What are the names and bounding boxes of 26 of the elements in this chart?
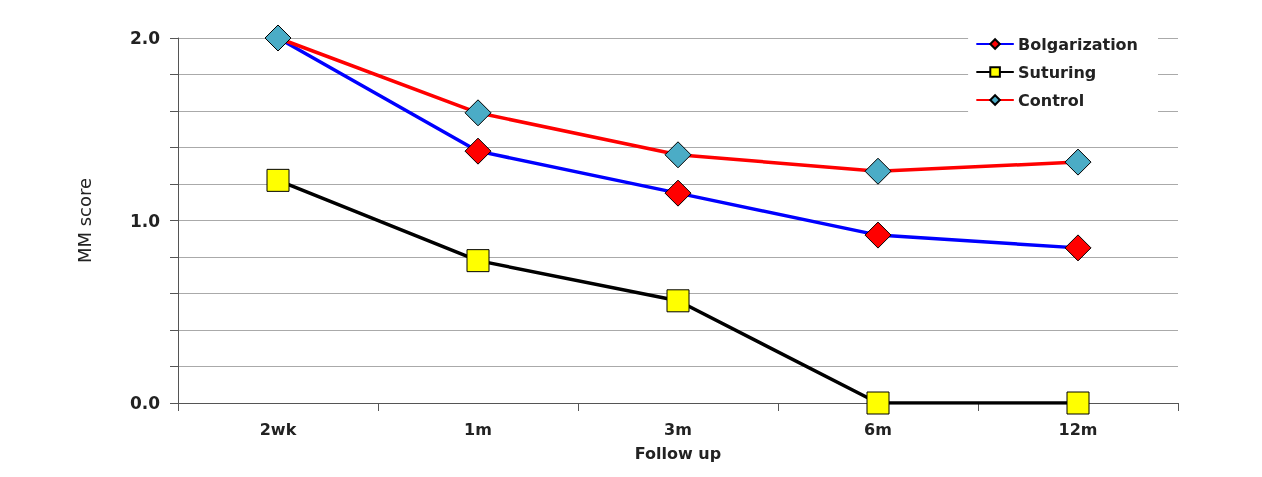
- point: [664, 179, 692, 207]
- point: [1066, 391, 1090, 415]
- point: [866, 391, 890, 415]
- point: [464, 99, 492, 127]
- y-tick-label: 2.0: [129, 28, 161, 48]
- point: [664, 141, 692, 169]
- point: [266, 168, 290, 192]
- x-tick-label: 3m: [664, 419, 692, 439]
- point: [666, 289, 690, 313]
- point: [464, 137, 492, 165]
- y-axis-title: MM score: [73, 177, 95, 264]
- x-tick-label: 12m: [1058, 419, 1098, 439]
- x-tick-label: 1m: [464, 419, 492, 439]
- point: [1064, 148, 1092, 176]
- point: [1064, 234, 1092, 262]
- y-tick-label: 0.0: [129, 393, 161, 413]
- point: [864, 221, 892, 249]
- point: [466, 249, 490, 273]
- point: [864, 157, 892, 185]
- legend-label: Control: [1018, 90, 1085, 110]
- x-axis-title: Follow up: [634, 443, 722, 463]
- x-tick-label: 6m: [864, 419, 892, 439]
- legend-label: Bolgarization: [1018, 34, 1138, 54]
- legend-label: Suturing: [1018, 62, 1097, 82]
- y-tick-label: 1.0: [129, 210, 161, 231]
- x-tick-label: 2wk: [259, 419, 297, 439]
